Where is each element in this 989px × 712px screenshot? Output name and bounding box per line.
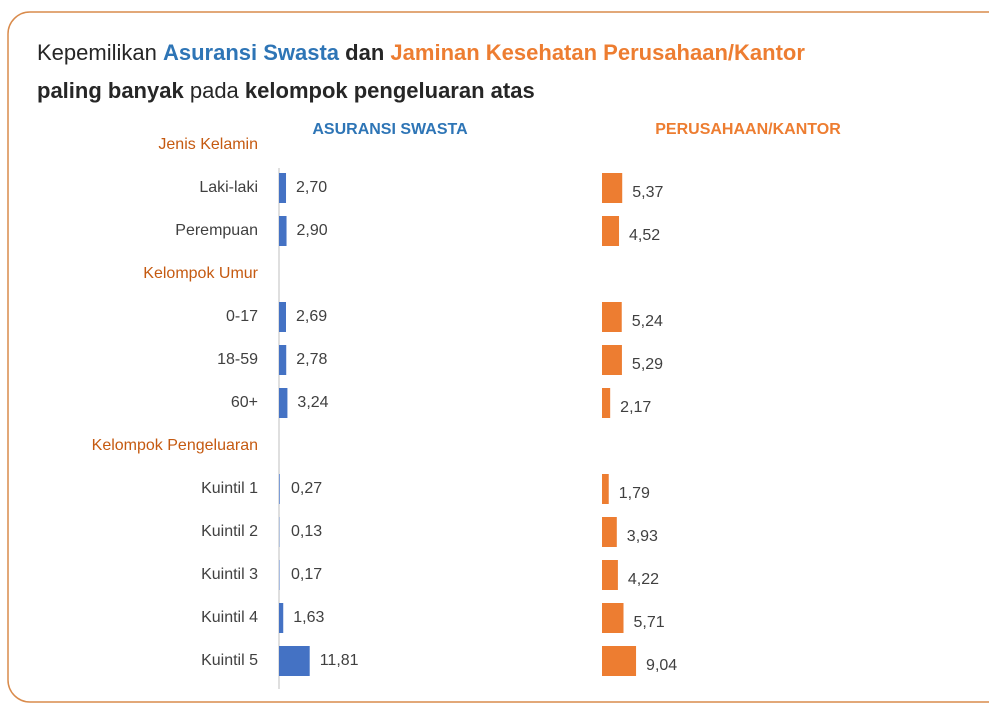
category-label: Laki-laki <box>199 179 258 196</box>
category-label: Perempuan <box>175 222 258 239</box>
group-label: Jenis Kelamin <box>158 136 258 153</box>
title-line: paling banyak pada kelompok pengeluaran … <box>37 72 805 110</box>
bar <box>602 560 618 590</box>
bar <box>602 646 637 676</box>
bar <box>602 216 620 246</box>
value-label: 0,17 <box>291 566 322 583</box>
series-name: ASURANSI SWASTA <box>312 121 468 138</box>
title-segment: paling banyak <box>37 78 184 103</box>
bar <box>279 388 288 418</box>
bar <box>279 474 280 504</box>
category-label: 0-17 <box>226 308 258 325</box>
bar <box>279 302 286 332</box>
group-label: Kelompok Umur <box>143 265 258 282</box>
category-label: 18-59 <box>217 351 258 368</box>
bar <box>279 646 310 676</box>
bar <box>602 345 622 375</box>
title-segment: Jaminan Kesehatan Perusahaan/Kantor <box>390 40 805 65</box>
bar <box>602 302 622 332</box>
value-label: 4,52 <box>629 227 660 244</box>
title-line: Kepemilikan Asuransi Swasta dan Jaminan … <box>37 34 805 72</box>
value-label: 11,81 <box>320 652 359 669</box>
category-label: Kuintil 1 <box>201 480 258 497</box>
value-label: 5,24 <box>632 313 663 330</box>
series-name: PERUSAHAAN/KANTOR <box>655 121 841 138</box>
title-segment: Kepemilikan <box>37 40 157 65</box>
title-segment: dan <box>345 40 385 65</box>
value-label: 2,17 <box>620 399 651 416</box>
value-label: 0,13 <box>291 523 322 540</box>
bar <box>602 603 624 633</box>
group-label: Kelompok Pengeluaran <box>92 437 258 454</box>
category-label: 60+ <box>231 394 258 411</box>
category-label: Kuintil 5 <box>201 652 258 669</box>
bar <box>279 173 287 203</box>
value-label: 2,70 <box>296 179 327 196</box>
frame <box>7 11 989 703</box>
bar <box>602 173 623 203</box>
value-label: 2,90 <box>297 222 328 239</box>
bar <box>602 388 611 418</box>
value-label: 5,29 <box>632 356 663 373</box>
bar <box>279 345 287 375</box>
bar <box>279 603 284 633</box>
value-label: 2,69 <box>296 308 327 325</box>
title-segment: Asuransi Swasta <box>162 40 340 65</box>
category-label: Kuintil 3 <box>201 566 258 583</box>
value-label: 3,24 <box>297 394 328 411</box>
bar <box>602 474 609 504</box>
chart-title: Kepemilikan Asuransi Swasta dan Jaminan … <box>37 34 805 110</box>
category-label: Kuintil 2 <box>201 523 258 540</box>
value-label: 2,78 <box>296 351 327 368</box>
value-label: 4,22 <box>628 571 659 588</box>
bar <box>279 216 287 246</box>
value-label: 9,04 <box>646 657 677 674</box>
bar <box>602 517 617 547</box>
category-label: Kuintil 4 <box>201 609 258 626</box>
value-label: 0,27 <box>291 480 322 497</box>
value-label: 5,71 <box>634 614 665 631</box>
title-segment: kelompok pengeluaran atas <box>244 78 535 103</box>
value-label: 1,79 <box>619 485 650 502</box>
value-label: 3,93 <box>627 528 658 545</box>
value-label: 5,37 <box>632 184 663 201</box>
value-label: 1,63 <box>293 609 324 626</box>
title-segment: pada <box>189 78 239 103</box>
